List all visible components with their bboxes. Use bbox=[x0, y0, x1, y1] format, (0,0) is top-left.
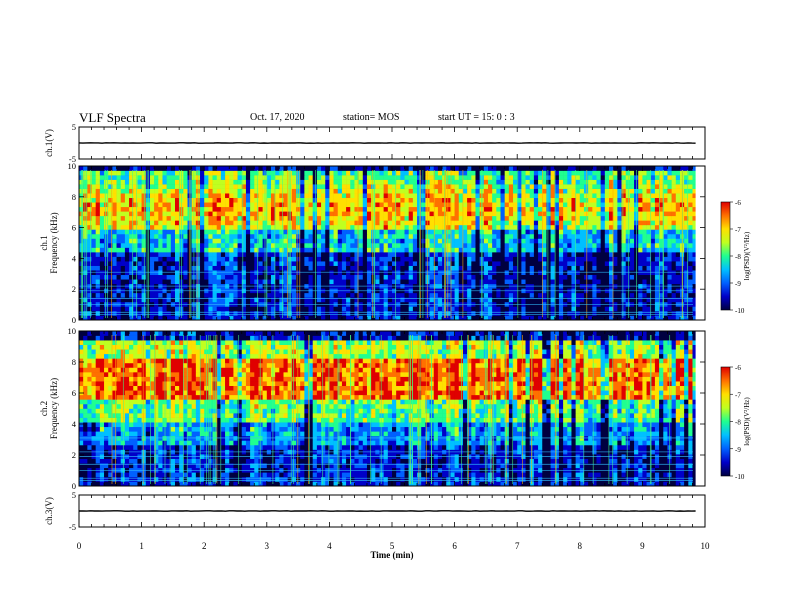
ch3-waveform-ylabel: ch.3(V) bbox=[44, 497, 54, 525]
x-tick-label: 6 bbox=[452, 541, 457, 551]
colorbar-tick-label: -6 bbox=[735, 199, 741, 207]
x-tick-label: 5 bbox=[390, 541, 395, 551]
colorbar-tick-label: -6 bbox=[735, 364, 741, 372]
x-tick-label: 7 bbox=[515, 541, 520, 551]
x-axis-label: Time (min) bbox=[370, 550, 413, 560]
colorbar-tick-label: -7 bbox=[735, 391, 741, 399]
y-tick-label: 10 bbox=[68, 326, 77, 336]
colorbar-tick-label: -8 bbox=[735, 419, 741, 427]
x-tick-label: 0 bbox=[77, 541, 82, 551]
ch2-spectrogram-colorbar-label: log(PSD)(V²/Hz) bbox=[743, 397, 751, 446]
colorbar-tick-label: -10 bbox=[735, 307, 745, 315]
chart-title: VLF Spectra bbox=[79, 110, 146, 125]
start-time-label: start UT = 15: 0 : 3 bbox=[438, 112, 515, 123]
ch1-spectrogram-panel: -6 -7 -8 -9 -10 log(PSD)(V²/Hz) ch.1 Frequency … bbox=[39, 161, 751, 325]
y-tick-label: 0 bbox=[72, 481, 76, 491]
y-tick-label: -5 bbox=[69, 154, 76, 164]
ch2-spectrogram-channel-label: ch.2 bbox=[39, 401, 49, 416]
x-tick-label: 9 bbox=[640, 541, 645, 551]
y-tick-label: 8 bbox=[72, 357, 76, 367]
ch1-spectrogram-colorbar-label: log(PSD)(V²/Hz) bbox=[743, 231, 751, 280]
ch1-spectrogram-channel-label: ch.1 bbox=[39, 235, 49, 250]
ch2-spectrogram-ylabel: Frequency (kHz) bbox=[49, 378, 59, 439]
y-tick-label: 8 bbox=[72, 192, 76, 202]
ch2-spectrogram-colorbar bbox=[720, 366, 731, 477]
ch1-spectrogram-ylabel: Frequency (kHz) bbox=[49, 212, 59, 273]
ch3-waveform-panel: ch.3(V) 5 -5 bbox=[44, 490, 706, 532]
colorbar-tick-label: -7 bbox=[735, 226, 741, 234]
colorbar-tick-label: -10 bbox=[735, 473, 745, 481]
x-tick-label: 10 bbox=[701, 541, 711, 551]
y-tick-label: 6 bbox=[72, 388, 76, 398]
y-tick-label: 5 bbox=[72, 490, 76, 500]
y-tick-label: 10 bbox=[68, 161, 77, 171]
ch1-waveform-panel: ch.1(V) 5 -5 bbox=[44, 122, 706, 164]
colorbar-tick-label: -9 bbox=[735, 446, 741, 454]
y-tick-label: 2 bbox=[72, 284, 76, 294]
y-tick-label: 2 bbox=[72, 450, 76, 460]
ch1-waveform-ylabel: ch.1(V) bbox=[44, 129, 54, 157]
y-tick-label: 4 bbox=[72, 253, 77, 263]
x-tick-label: 2 bbox=[202, 541, 207, 551]
x-tick-label: 4 bbox=[327, 541, 332, 551]
x-tick-label: 3 bbox=[265, 541, 270, 551]
colorbar-tick-label: -8 bbox=[735, 253, 741, 261]
ch2-spectrogram-panel: -6 -7 -8 -9 -10 log(PSD)(V²/Hz) ch.2 Frequency … bbox=[39, 326, 751, 491]
colorbar-tick-label: -9 bbox=[735, 280, 741, 288]
x-tick-label: 8 bbox=[578, 541, 583, 551]
y-tick-label: 5 bbox=[72, 122, 76, 132]
y-tick-label: 4 bbox=[72, 419, 77, 429]
y-tick-label: 0 bbox=[72, 315, 76, 325]
date-label: Oct. 17, 2020 bbox=[250, 112, 305, 123]
x-tick-label: 1 bbox=[139, 541, 144, 551]
y-tick-label: -5 bbox=[69, 522, 76, 532]
ch1-spectrogram-colorbar bbox=[720, 201, 731, 311]
station-label: station= MOS bbox=[343, 112, 400, 123]
y-tick-label: 6 bbox=[72, 223, 76, 233]
